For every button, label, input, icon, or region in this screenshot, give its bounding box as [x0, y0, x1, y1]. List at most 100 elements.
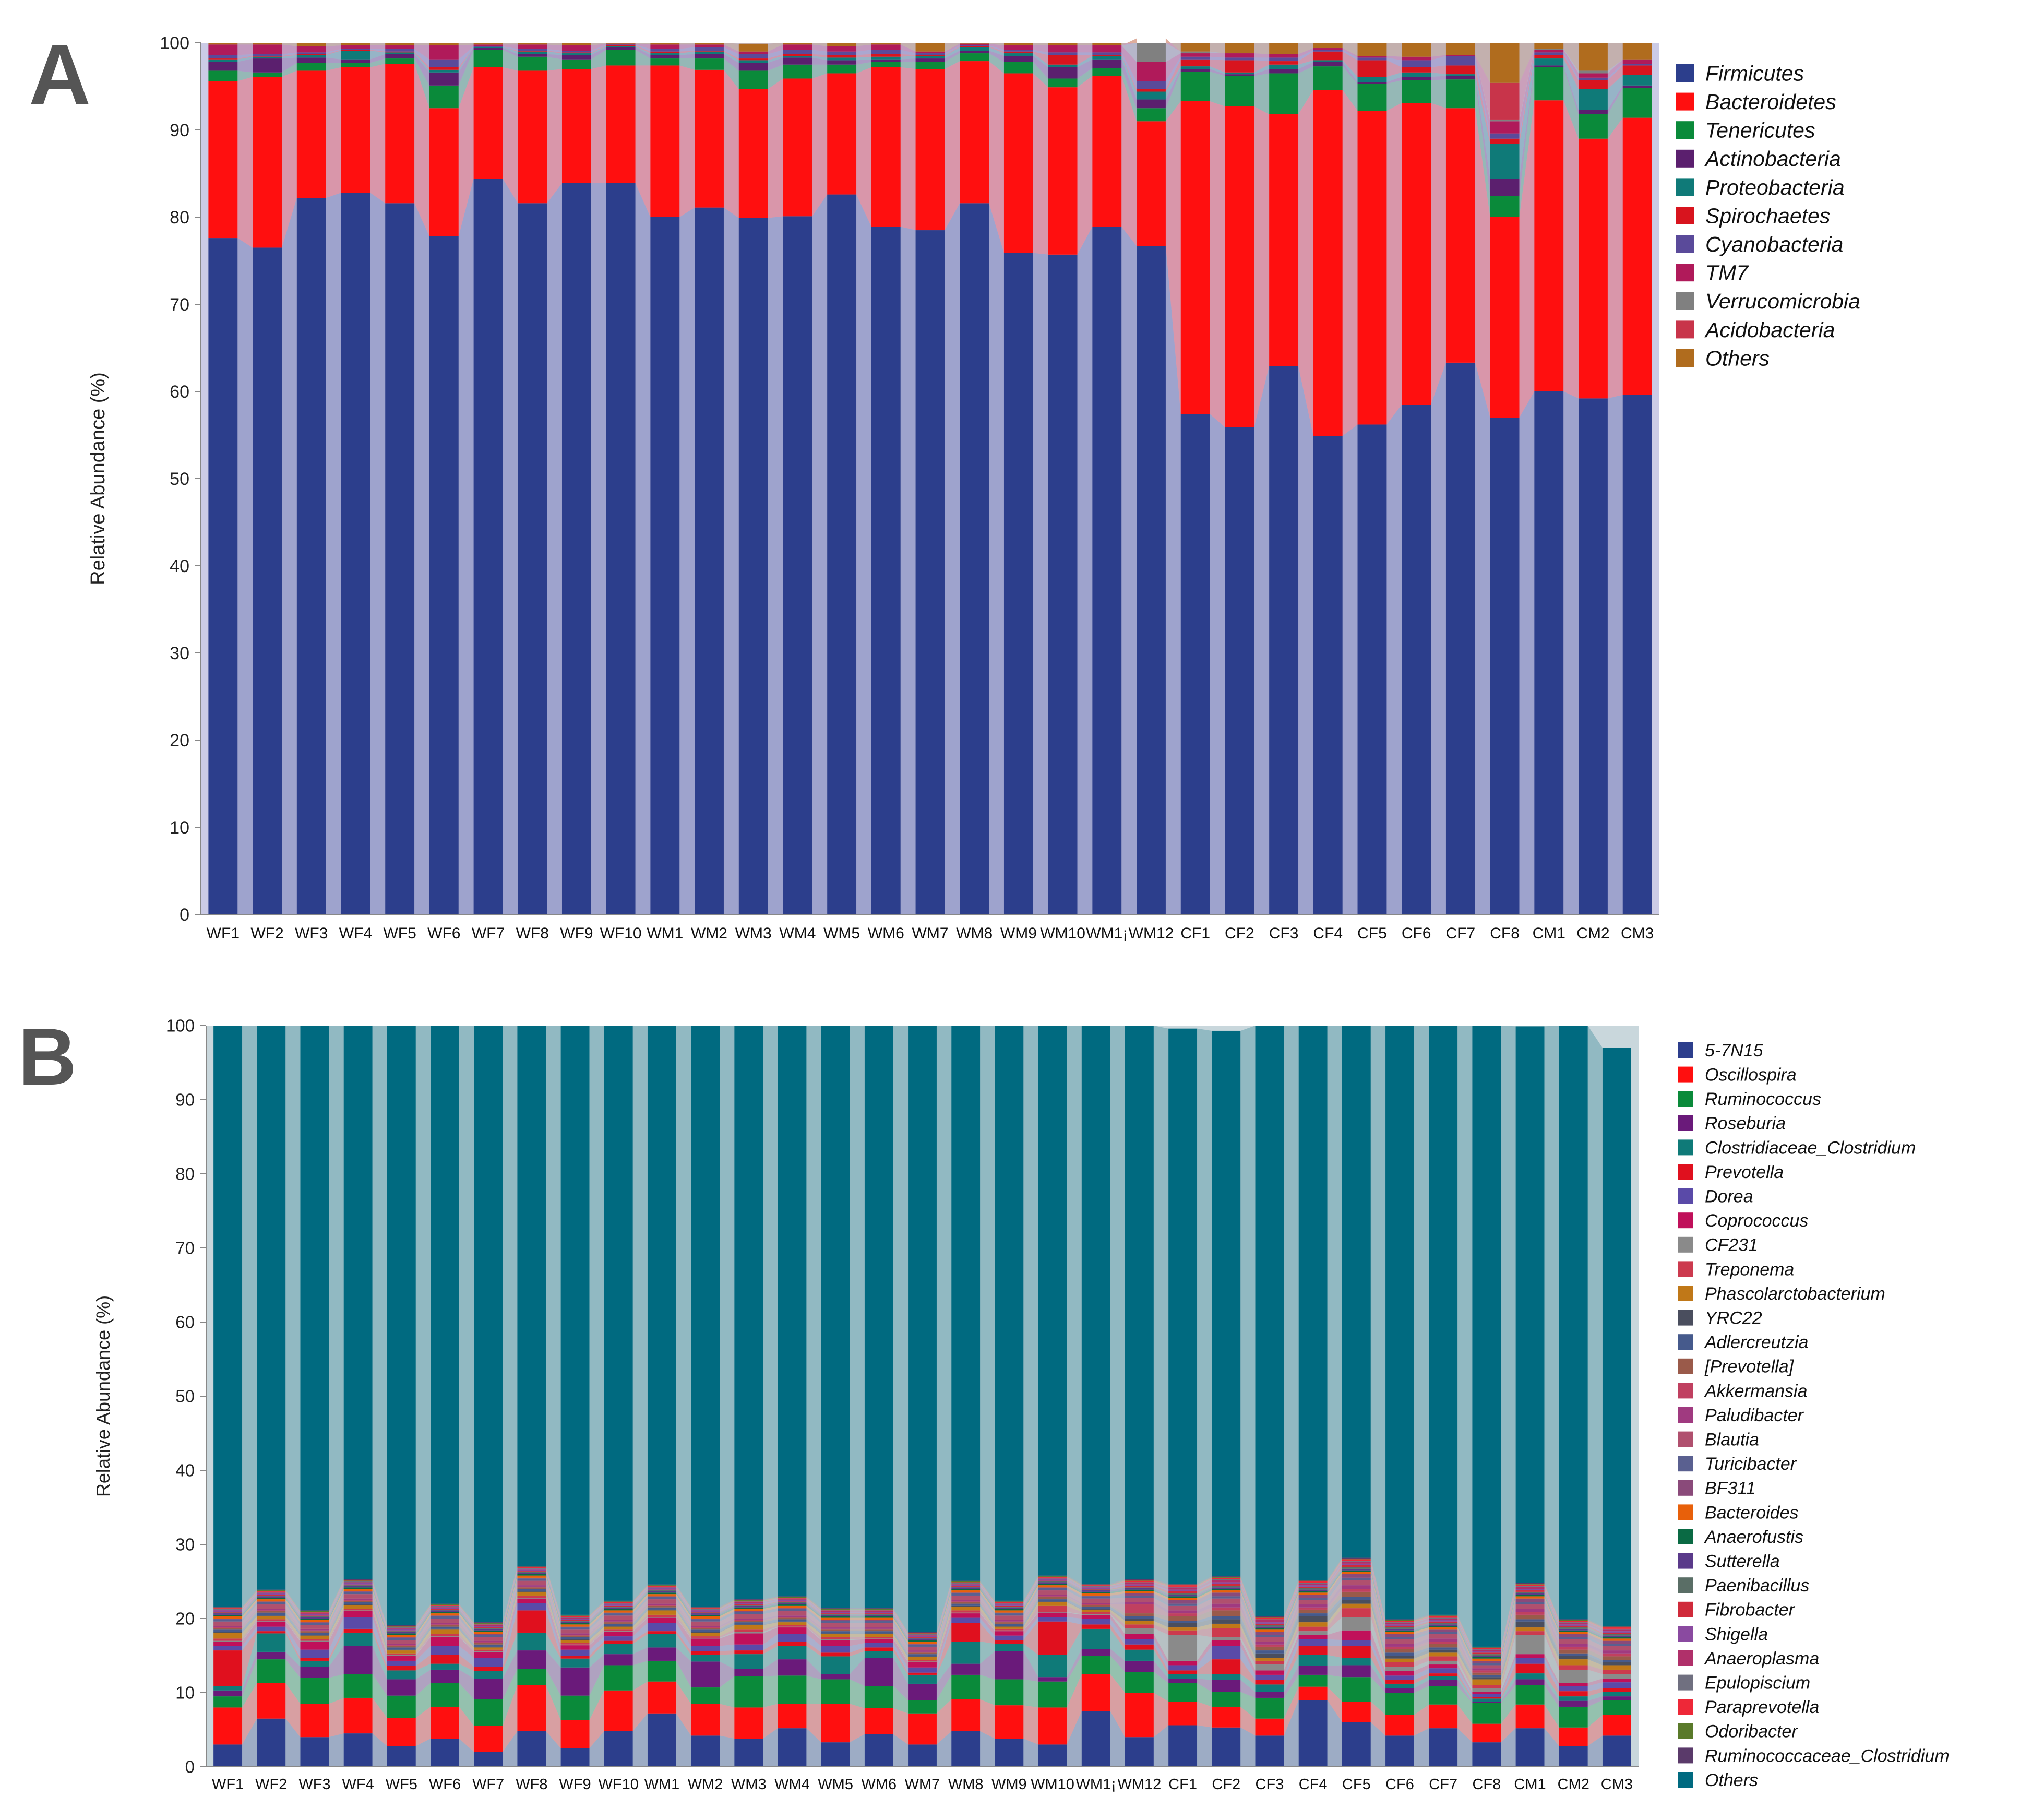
- bar-segment: [1579, 43, 1608, 71]
- ribbon: [768, 64, 783, 89]
- ribbon: [1284, 1639, 1299, 1680]
- ribbon: [372, 1589, 387, 1637]
- y-tick-label: 100: [166, 1016, 195, 1036]
- bar-segment: [908, 1656, 937, 1657]
- ribbon: [415, 1607, 431, 1631]
- bar-segment: [474, 1658, 503, 1667]
- bar-segment: [1385, 1632, 1414, 1634]
- bar-segment: [1125, 1026, 1154, 1579]
- y-axis-title: Relative Abundance (%): [87, 372, 109, 585]
- bar-segment: [821, 1620, 850, 1621]
- ribbon: [989, 43, 1004, 46]
- bar-segment: [1298, 1595, 1328, 1598]
- legend-label: Odoribacter: [1705, 1722, 1798, 1742]
- ribbon: [856, 59, 871, 65]
- ribbon: [1197, 1598, 1212, 1611]
- ribbon: [856, 54, 871, 58]
- bar-segment: [1490, 119, 1520, 122]
- bar-segment: [908, 1644, 937, 1647]
- bar-segment: [1225, 76, 1254, 106]
- ribbon: [1023, 1577, 1038, 1604]
- bar-segment: [1429, 1629, 1458, 1632]
- bar-segment: [561, 69, 591, 183]
- bar-segment: [778, 1675, 807, 1704]
- bar-segment: [691, 1638, 720, 1646]
- ribbon: [1431, 55, 1446, 61]
- x-tick-label: WM3: [735, 925, 772, 942]
- ribbon: [1023, 1587, 1038, 1614]
- legend-label: Oscillospira: [1705, 1065, 1797, 1085]
- bar-segment: [1212, 1580, 1241, 1583]
- bar-segment: [560, 1623, 590, 1625]
- ribbon: [679, 51, 695, 55]
- ribbon: [459, 1603, 474, 1623]
- y-tick-label: 0: [185, 1757, 195, 1777]
- ribbon: [806, 1611, 821, 1628]
- ribbon: [1110, 1583, 1125, 1588]
- bar-segment: [1342, 1559, 1371, 1561]
- bar-segment: [821, 1612, 850, 1614]
- ribbon: [329, 1605, 344, 1639]
- ribbon: [1023, 1585, 1038, 1613]
- bar-segment: [1137, 91, 1166, 100]
- bar-segment: [1559, 1626, 1588, 1628]
- ribbon: [1587, 1620, 1603, 1628]
- bar-segment: [695, 43, 724, 45]
- ribbon: [893, 1647, 909, 1675]
- bar-segment: [387, 1645, 416, 1646]
- bar-segment: [1579, 80, 1608, 89]
- ribbon: [1153, 1598, 1169, 1611]
- bar-segment: [1168, 1613, 1198, 1616]
- ribbon: [632, 1596, 648, 1614]
- bar-segment: [1515, 1593, 1545, 1595]
- x-tick-label: CF2: [1212, 1776, 1240, 1793]
- bar-segment: [1255, 1674, 1284, 1680]
- ribbon: [1563, 58, 1579, 110]
- ribbon: [1067, 1588, 1082, 1599]
- ribbon: [806, 1646, 821, 1674]
- ribbon: [372, 1628, 387, 1671]
- bar-segment: [1602, 1631, 1631, 1633]
- legend-label: Turicibacter: [1705, 1454, 1797, 1474]
- bar-segment: [995, 1604, 1024, 1606]
- ribbon: [720, 1619, 735, 1628]
- ribbon: [936, 1595, 952, 1651]
- bar-segment: [951, 1026, 981, 1581]
- bar-segment: [1472, 1647, 1501, 1648]
- ribbon: [893, 1613, 909, 1638]
- bar-segment: [821, 1652, 850, 1657]
- ribbon: [1587, 1619, 1603, 1627]
- ribbon: [589, 1609, 604, 1625]
- bar-segment: [343, 1594, 373, 1599]
- ribbon: [242, 1619, 257, 1641]
- ribbon: [1067, 1597, 1082, 1607]
- ribbon: [459, 1637, 474, 1658]
- bar-segment: [343, 1611, 373, 1617]
- bar-segment: [864, 1609, 893, 1610]
- ribbon: [1067, 1601, 1082, 1610]
- ribbon: [1110, 1711, 1125, 1767]
- bar-segment: [1602, 1646, 1631, 1651]
- bar-segment: [1003, 253, 1033, 915]
- ribbon: [980, 1586, 995, 1607]
- ribbon: [1475, 55, 1490, 122]
- ribbon: [1240, 1637, 1256, 1671]
- bar-segment: [778, 1600, 807, 1602]
- bar-segment: [647, 1603, 676, 1605]
- ribbon: [1475, 43, 1490, 83]
- ribbon: [1197, 1586, 1212, 1595]
- ribbon: [676, 1617, 691, 1639]
- ribbon: [1475, 56, 1490, 139]
- bar-segment: [517, 1589, 546, 1591]
- ribbon: [1240, 1616, 1256, 1654]
- ribbon: [893, 1609, 909, 1634]
- bar-segment: [1092, 52, 1122, 55]
- ribbon: [1298, 48, 1313, 58]
- ribbon: [893, 1658, 909, 1700]
- ribbon: [1544, 1654, 1559, 1686]
- ribbon: [459, 1646, 474, 1667]
- x-tick-label: WM8: [956, 925, 993, 942]
- bar-segment: [560, 1639, 590, 1640]
- ribbon: [546, 1632, 561, 1668]
- bar-segment: [517, 1632, 546, 1651]
